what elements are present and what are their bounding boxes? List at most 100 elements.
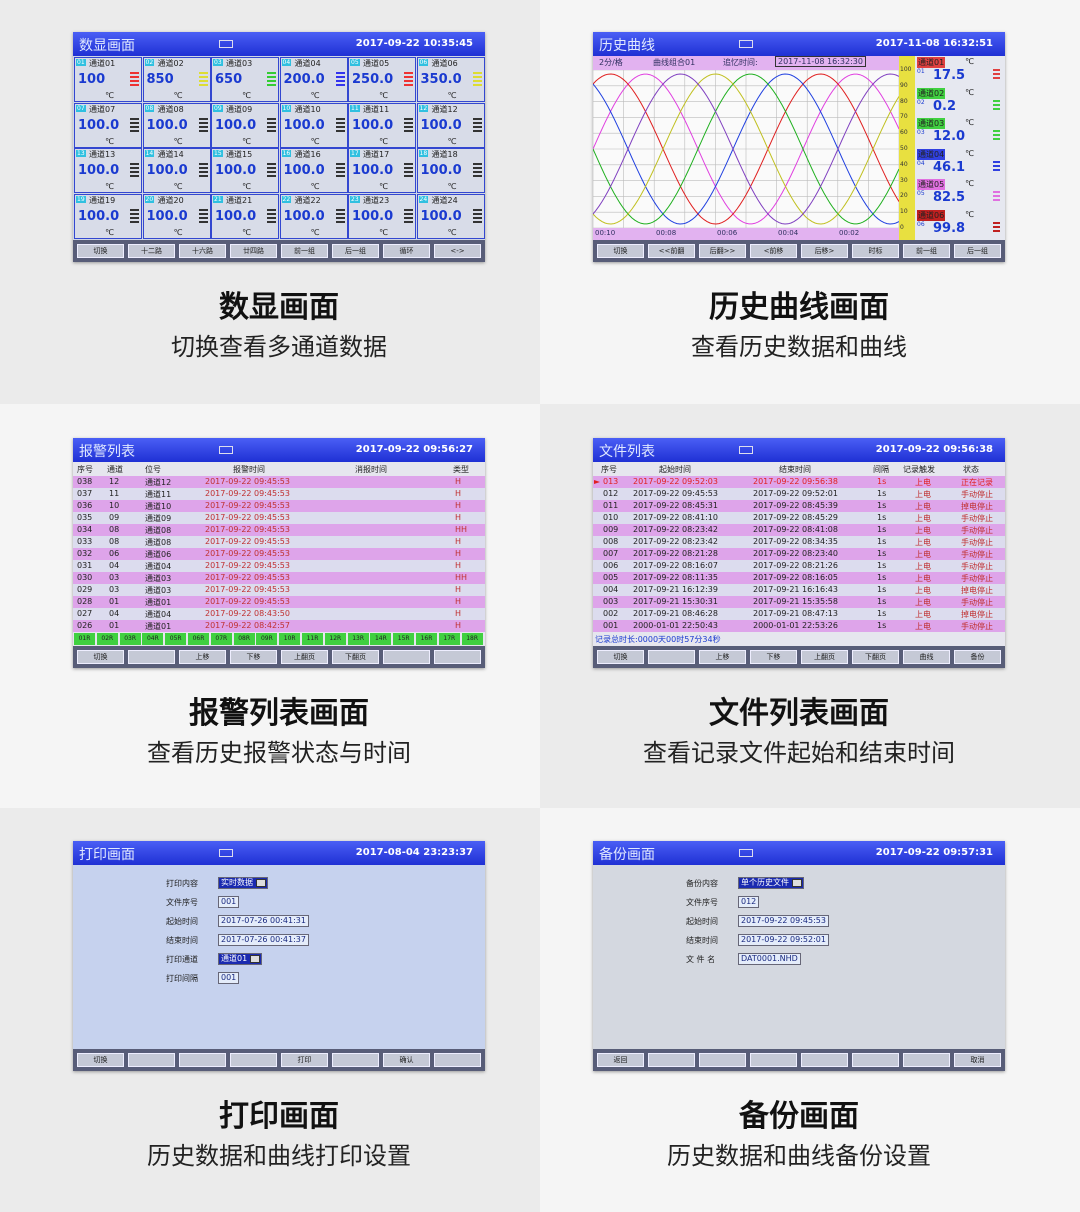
soft-button: 下移 bbox=[230, 650, 277, 664]
level-bars bbox=[993, 69, 1000, 81]
column-header: 记录触发 bbox=[903, 465, 935, 474]
soft-button: 切换 bbox=[77, 244, 124, 258]
dropdown-arrow bbox=[250, 955, 261, 963]
table-cell: 04 bbox=[109, 609, 120, 618]
level-bars bbox=[198, 72, 208, 86]
table-row bbox=[593, 584, 1005, 596]
table-cell: 通道03 bbox=[145, 586, 172, 595]
channel-cell: 20 通道20 100.0 ℃ bbox=[142, 194, 211, 240]
button-bar bbox=[73, 240, 485, 262]
curve bbox=[593, 73, 899, 225]
alarm-chip: 13R bbox=[347, 633, 369, 645]
level-bars bbox=[198, 163, 208, 178]
table-cell: 2017-09-22 09:45:53 bbox=[205, 513, 290, 522]
channel-cell: 03 通道03 650 ℃ bbox=[211, 57, 279, 102]
channel-unit: ℃ bbox=[242, 91, 251, 100]
table-cell: 038 bbox=[77, 477, 93, 486]
column-header: 间隔 bbox=[873, 465, 889, 474]
channel-value: 82.5 bbox=[933, 190, 966, 205]
table-cell: 2017-09-22 09:45:53 bbox=[205, 561, 290, 570]
channel-value: 100.0 bbox=[283, 209, 325, 225]
table-row bbox=[73, 524, 485, 536]
scale-label: 100 bbox=[900, 66, 912, 73]
level-bars bbox=[267, 117, 276, 132]
channel-number: 05 bbox=[350, 59, 360, 66]
channel-cell: 04 通道04 200.0 ℃ bbox=[279, 57, 348, 102]
soft-button: 后一组 bbox=[954, 244, 1001, 258]
curve bbox=[593, 73, 899, 225]
table-cell: H bbox=[455, 549, 462, 558]
table-cell: 通道03 bbox=[145, 574, 172, 583]
channel-number: 02 bbox=[917, 98, 925, 106]
alarm-chip: 08R bbox=[233, 633, 255, 645]
level-bars bbox=[130, 72, 139, 86]
table-cell: 2017-09-21 08:47:13 bbox=[753, 609, 838, 618]
table-cell: 手动停止 bbox=[961, 574, 993, 583]
soft-button bbox=[648, 1053, 695, 1067]
channel-name: 通道02 bbox=[157, 59, 184, 68]
table-cell: 2017-09-21 15:30:31 bbox=[633, 597, 718, 606]
device-screen: 报警列表 2017-09-22 09:56:27 切换 上移 下移 上翻页 下翻页 序号 通道 位… bbox=[73, 438, 485, 668]
table-cell: 手动停止 bbox=[961, 550, 993, 559]
channel-value: 100.0 bbox=[215, 209, 257, 225]
table-cell: H bbox=[455, 501, 462, 510]
channel-value: 100.0 bbox=[78, 117, 120, 133]
title-bar bbox=[593, 841, 1005, 865]
table-cell: 上电 bbox=[915, 550, 931, 559]
soft-button bbox=[230, 1053, 277, 1067]
title-bar bbox=[593, 32, 1005, 56]
caption-subtitle: 历史数据和曲线备份设置 bbox=[667, 1142, 931, 1170]
alarm-chip: 01R bbox=[74, 633, 95, 645]
caption-title: 历史曲线画面 bbox=[709, 290, 889, 325]
table-row bbox=[73, 536, 485, 548]
channel-value: 46.1 bbox=[933, 159, 966, 175]
table-cell: 2017-09-22 09:45:53 bbox=[633, 489, 718, 498]
field-label: 文件序号 bbox=[686, 898, 718, 907]
field-label: 打印通道 bbox=[166, 955, 198, 964]
channel-value: 100.0 bbox=[146, 209, 188, 225]
table-row bbox=[593, 524, 1005, 536]
caption-title: 文件列表画面 bbox=[709, 696, 889, 731]
soft-button bbox=[852, 1053, 899, 1067]
device-screen: 备份画面 2017-09-22 09:57:31 返回 取消 备份内容 单个历史文件 文件序… bbox=[593, 841, 1005, 1071]
alarm-chip: 10R bbox=[279, 633, 301, 645]
channel-cell: 02 通道02 850 ℃ bbox=[142, 57, 211, 102]
scale-label: 10 bbox=[900, 208, 908, 216]
channel-unit: ℃ bbox=[379, 228, 388, 238]
table-cell: 手动停止 bbox=[961, 526, 993, 535]
table-cell: 033 bbox=[77, 537, 93, 546]
alarm-chip: 09R bbox=[256, 633, 278, 645]
channel-unit: ℃ bbox=[310, 228, 320, 238]
field-value: 001 bbox=[218, 896, 240, 908]
channel-name: 通道01 bbox=[917, 57, 946, 68]
soft-button: 十二路 bbox=[128, 244, 175, 258]
table-cell: 2017-09-22 09:45:53 bbox=[205, 573, 290, 582]
channel-value: 100.0 bbox=[215, 163, 257, 179]
table-cell: 007 bbox=[603, 549, 619, 558]
alarm-chip: 16R bbox=[416, 633, 437, 645]
channel-unit: ℃ bbox=[242, 136, 251, 146]
column-header: 状态 bbox=[963, 465, 979, 474]
channel-number: 10 bbox=[281, 104, 292, 112]
level-bars bbox=[472, 117, 482, 132]
button-bar bbox=[593, 646, 1005, 668]
table-cell: 013 bbox=[603, 477, 619, 486]
table-cell: 上电 bbox=[915, 526, 931, 535]
soft-button: 曲线 bbox=[903, 650, 950, 664]
table-cell: 上电 bbox=[915, 538, 931, 547]
channel-value: 100 bbox=[78, 72, 106, 87]
table-cell: 通道04 bbox=[145, 610, 172, 619]
table-cell: 手动停止 bbox=[961, 562, 993, 571]
channel-value: 200.0 bbox=[283, 72, 325, 87]
table-cell: 1s bbox=[877, 573, 887, 582]
alarm-chip: 07R bbox=[210, 633, 232, 645]
table-cell: 1s bbox=[877, 513, 887, 522]
datetime: 2017-08-04 23:23:37 bbox=[355, 847, 473, 858]
time-label: 00:08 bbox=[656, 229, 677, 237]
caption-title: 报警列表画面 bbox=[189, 696, 369, 731]
channel-name: 通道22 bbox=[294, 196, 321, 206]
soft-button: 后翻>> bbox=[699, 244, 746, 258]
scale-strip bbox=[899, 56, 915, 240]
device-screen: 数显画面 2017-09-22 10:35:45 切换 十二路 十六路 廿四路 前一组 后一组… bbox=[73, 32, 485, 262]
curve bbox=[593, 73, 899, 225]
